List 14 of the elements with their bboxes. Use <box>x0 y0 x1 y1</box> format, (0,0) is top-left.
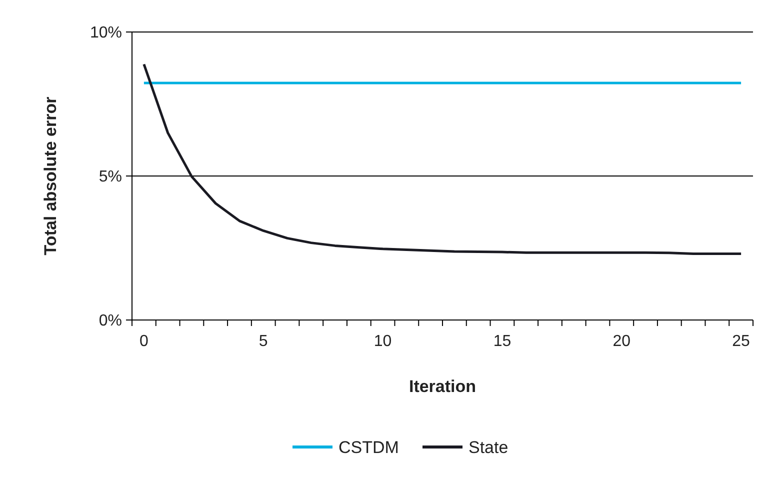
x-tick-label: 20 <box>612 333 631 350</box>
x-tick-label: 25 <box>732 333 750 350</box>
line-series <box>142 63 742 256</box>
x-axis-title: Iteration <box>408 377 476 396</box>
x-tick-label: 5 <box>258 333 268 350</box>
x-tick-label: 15 <box>493 333 512 350</box>
y-tick-label: 10% <box>90 24 122 42</box>
x-tick-label: 10 <box>374 333 392 350</box>
legend-label: State <box>468 438 508 457</box>
y-tick-label: 5% <box>98 168 122 186</box>
legend-label: CSTDM <box>338 438 399 457</box>
y-tick-label: 0% <box>98 312 122 330</box>
x-tick-label: 0 <box>139 333 148 350</box>
y-axis-title: Total absolute error <box>41 96 60 256</box>
